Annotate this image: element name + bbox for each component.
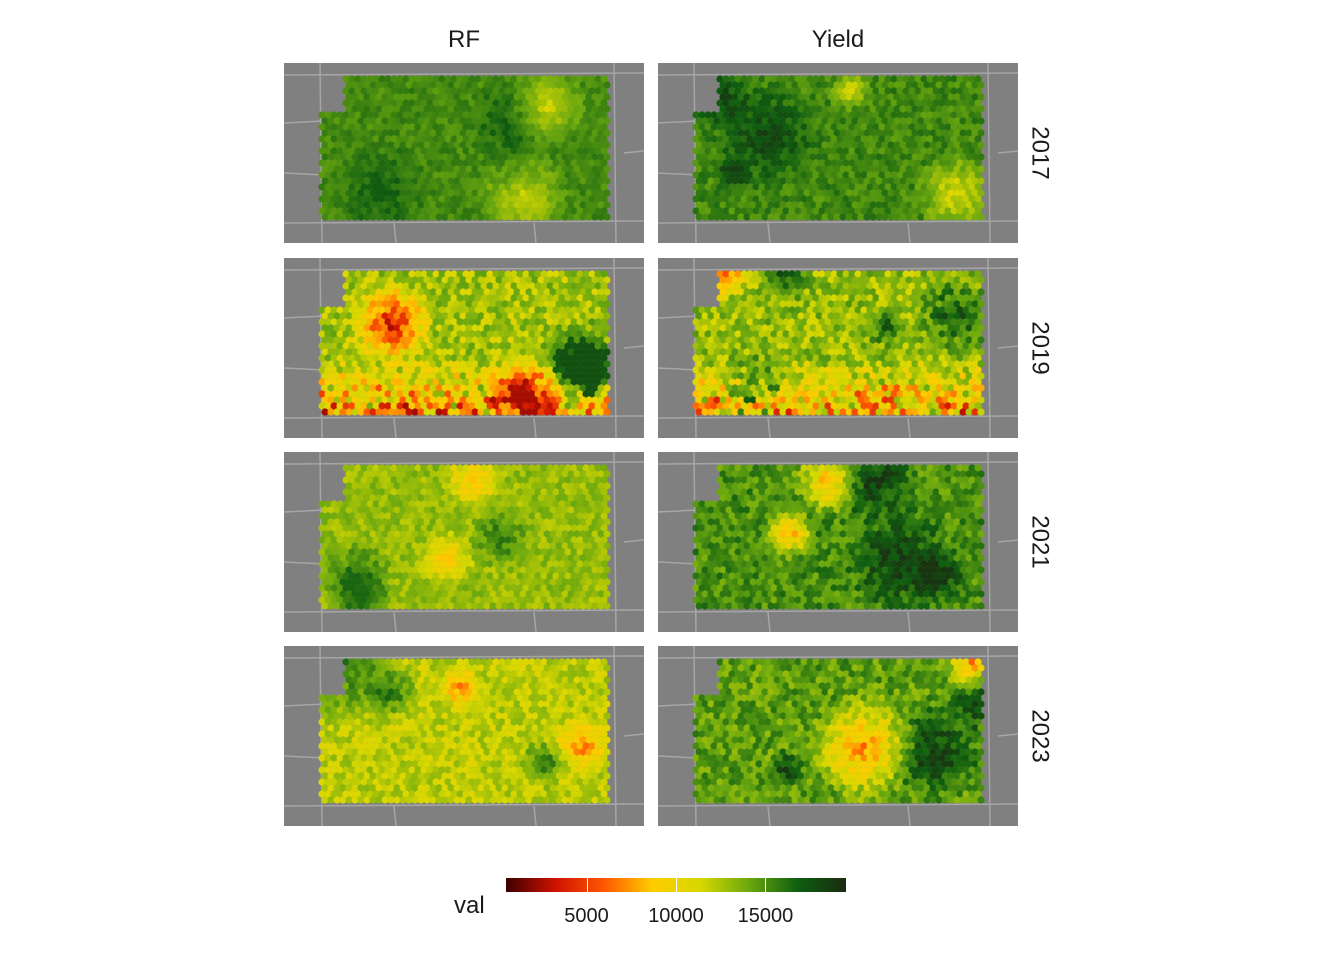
strip-label-yield: Yield: [811, 26, 865, 53]
panel-yield-2019: [658, 258, 1018, 438]
legend-tick-mark: [586, 878, 588, 892]
field-cells: [318, 75, 611, 221]
legend-tick-label: 10000: [648, 905, 704, 927]
strip-label-2021: 2021: [1027, 515, 1055, 569]
field-cells: [318, 270, 611, 416]
legend-tick-mark: [676, 878, 677, 892]
strip-label-2023: 2023: [1027, 709, 1055, 763]
strip-label-2019: 2019: [1027, 321, 1055, 375]
field-cells: [318, 464, 611, 610]
panel-rf-2019: [284, 258, 644, 438]
panel-rf-2021: [284, 452, 644, 632]
field-cells: [692, 75, 985, 221]
field-cells: [318, 658, 611, 804]
panel-rf-2023: [284, 646, 644, 826]
panel-rf-2017: [284, 63, 644, 243]
field-cells: [692, 270, 985, 416]
strip-label-rf: RF: [448, 26, 480, 53]
legend-tick-label: 15000: [737, 905, 794, 927]
panel-yield-2021: [658, 452, 1018, 632]
panel-yield-2023: [658, 646, 1018, 826]
strip-label-2017: 2017: [1027, 126, 1055, 180]
legend-title: val: [454, 892, 485, 919]
legend-tick-mark: [765, 878, 767, 892]
field-cells: [692, 464, 985, 610]
field-cells: [692, 658, 985, 804]
legend-tick-label: 5000: [564, 905, 609, 927]
panel-yield-2017: [658, 63, 1018, 243]
